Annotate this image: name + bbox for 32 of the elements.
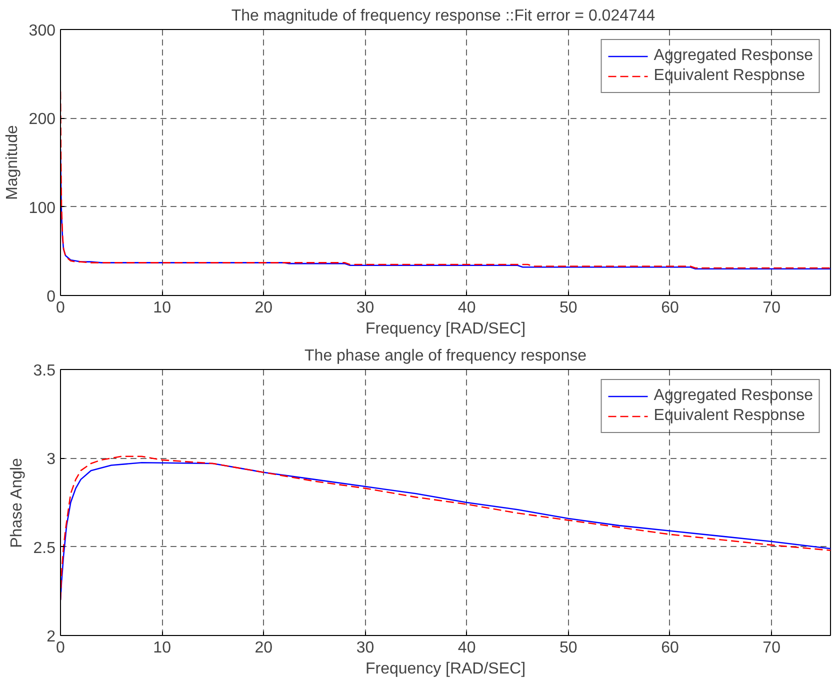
x-tick-label: 60 [661, 640, 679, 656]
x-tick-label: 70 [762, 300, 781, 316]
y-tick-label: 100 [28, 200, 56, 217]
y-tick-label: 200 [28, 111, 56, 128]
y-tick-label: 3 [46, 451, 56, 468]
x-tick-label: 30 [356, 640, 374, 656]
x-tick-label: 30 [356, 300, 374, 316]
x-axis-title: Frequency [RAD/SEC] [365, 660, 526, 678]
y-tick-label: 2 [46, 628, 56, 646]
legend-label: Equivalent Response [654, 407, 805, 425]
y-tick-label: 300 [28, 22, 56, 40]
x-tick-label: 70 [762, 640, 781, 656]
y-tick-label: 3.5 [33, 362, 56, 380]
y-tick-label: 2.5 [33, 540, 56, 557]
legend-label: Aggregated Response [654, 387, 813, 405]
x-tick-label: 10 [153, 640, 172, 656]
x-tick-label: 40 [458, 300, 476, 316]
x-tick-label: 20 [254, 640, 273, 656]
x-tick-label: 60 [661, 300, 679, 316]
x-tick-label: 40 [458, 640, 476, 656]
x-tick-label: 50 [560, 640, 578, 656]
x-tick-label: 10 [153, 300, 172, 316]
x-tick-label: 20 [254, 300, 273, 316]
x-axis-title: Frequency [RAD/SEC] [365, 320, 526, 338]
y-axis-title: Phase Angle [8, 458, 26, 548]
chart-title: The phase angle of frequency response [304, 348, 587, 364]
y-tick-label: 0 [46, 288, 56, 306]
x-tick-label: 50 [560, 300, 578, 316]
legend-label: Equivalent Response [654, 67, 805, 85]
chart-title: The magnitude of frequency response ::Fit error = 0.024744 [231, 8, 656, 24]
legend-label: Aggregated Response [654, 47, 813, 65]
y-axis-title: Magnitude [4, 125, 21, 200]
